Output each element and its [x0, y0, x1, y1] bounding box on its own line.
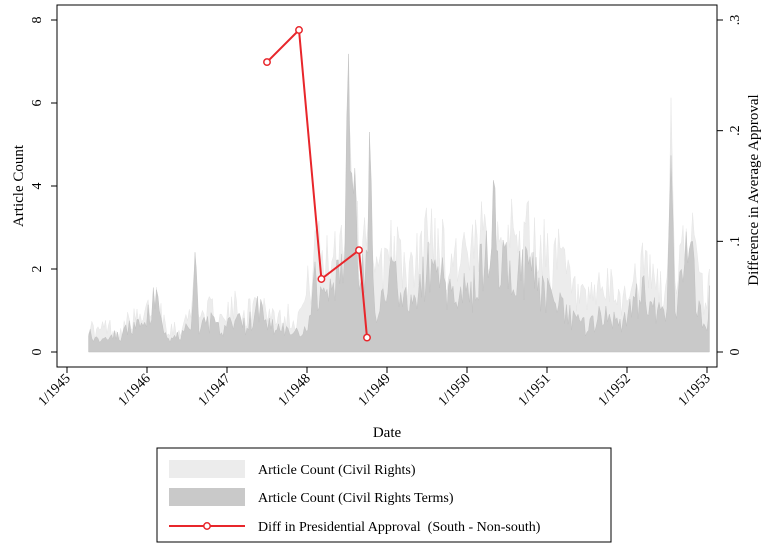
x-tick-label: 1/1946 — [116, 371, 154, 409]
area-series-1 — [88, 97, 710, 353]
y-tick-label: 8 — [30, 17, 45, 24]
legend-swatch-civil-rights-terms — [169, 488, 245, 506]
y-tick-label: 2 — [30, 266, 45, 273]
y2-tick-label: .2 — [728, 125, 743, 136]
y-tick-label: 0 — [30, 349, 45, 356]
approval-point — [363, 333, 371, 342]
y2-tick-label: .1 — [728, 236, 743, 247]
legend-label-civil-rights-terms: Article Count (Civil Rights Terms) — [258, 491, 454, 506]
approval-point — [317, 275, 326, 283]
area-series-1-shape — [88, 97, 710, 353]
legend: Article Count (Civil Rights) Article Cou… — [156, 447, 612, 543]
approval-point — [355, 246, 363, 255]
approval-point — [263, 58, 271, 67]
x-tick-label: 1/1951 — [516, 371, 554, 409]
legend-swatch-civil-rights — [169, 460, 245, 478]
y-tick-label: 4 — [30, 183, 45, 190]
y2-axis-title: Difference in Average Approval — [746, 94, 762, 285]
y-axis-title: Article Count — [11, 144, 27, 227]
y2-tick-label: 0 — [728, 349, 743, 356]
x-tick-label: 1/1950 — [436, 371, 474, 409]
approval-point — [295, 26, 303, 34]
area-series-2 — [88, 53, 710, 353]
legend-label-approval: Diff in Presidential Approval (South - N… — [258, 520, 541, 535]
x-tick-label: 1/1953 — [676, 371, 714, 409]
area-series-2-shape — [88, 53, 710, 353]
x-tick-label: 1/1949 — [356, 371, 394, 409]
x-tick-label: 1/1948 — [276, 371, 314, 409]
x-tick-label: 1/1952 — [596, 371, 634, 409]
x-tick-label: 1/1945 — [36, 371, 74, 409]
legend-swatch-approval-marker — [203, 522, 211, 530]
y2-tick-label: .3 — [728, 15, 743, 26]
legend-label-civil-rights: Article Count (Civil Rights) — [258, 463, 416, 478]
x-axis-title: Date — [373, 425, 402, 441]
line-series-group — [263, 26, 371, 342]
area-series-group — [88, 53, 710, 353]
x-tick-label: 1/1947 — [196, 371, 234, 409]
y-tick-label: 6 — [30, 100, 45, 107]
